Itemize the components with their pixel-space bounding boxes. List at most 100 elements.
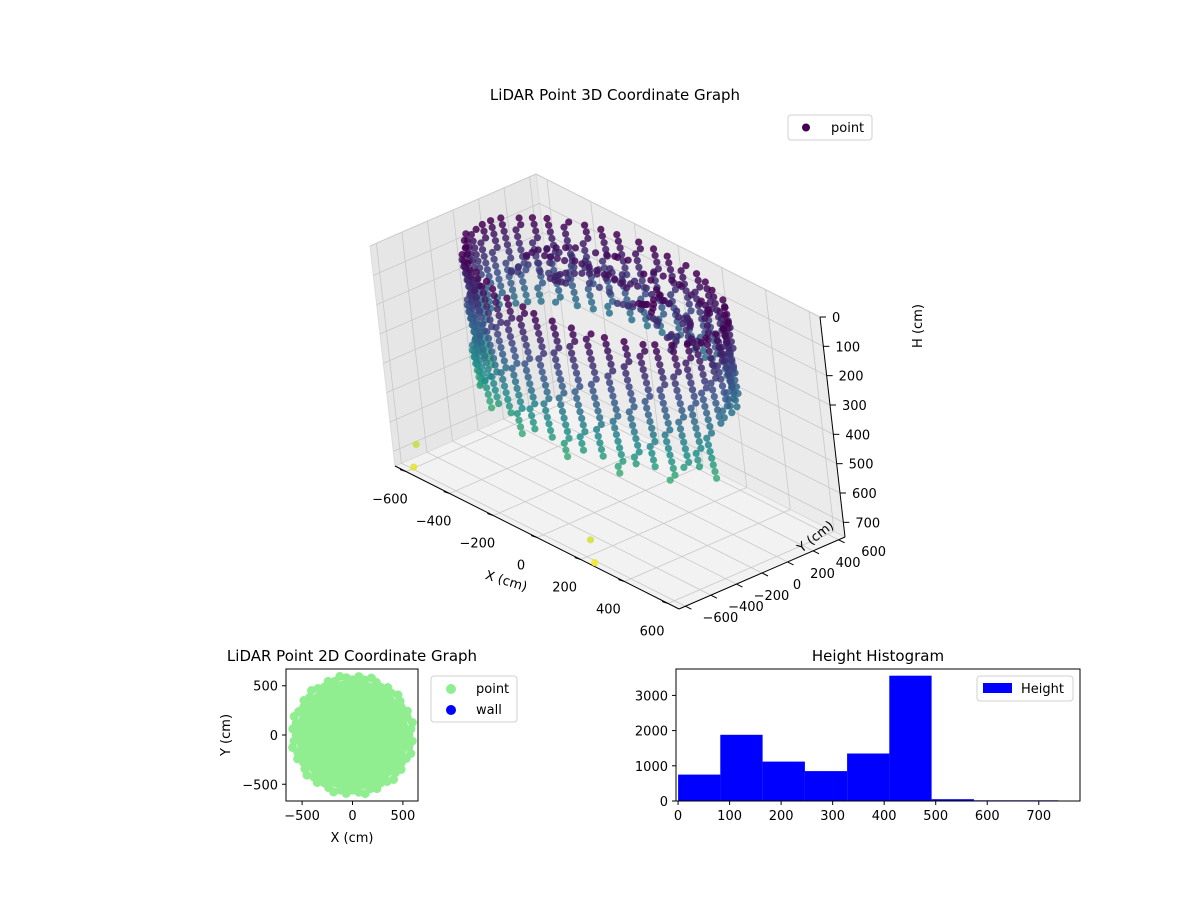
3d-point [597, 225, 605, 233]
3d-point [607, 360, 615, 368]
3d-point [493, 268, 501, 277]
3d-point [664, 444, 673, 452]
3d-point [542, 406, 550, 415]
chart-histogram-legend-box [976, 675, 1074, 702]
3d-grid-line [503, 418, 788, 563]
3d-point [642, 379, 651, 387]
3d-point [597, 445, 606, 454]
3d-point [472, 251, 480, 259]
3d-point [530, 309, 538, 318]
3d-point [712, 330, 720, 338]
3d-x-tick-label: 400 [596, 603, 621, 618]
3d-point [584, 234, 592, 243]
3d-point [543, 245, 551, 253]
3d-z-tick-label: 200 [839, 370, 864, 385]
3d-x-tick [443, 491, 450, 494]
3d-point [513, 410, 521, 418]
3d-point [604, 372, 612, 380]
3d-point [535, 291, 544, 299]
3d-point [683, 452, 691, 460]
3d-point [671, 286, 680, 294]
3d-point [560, 223, 568, 231]
3d-point [652, 347, 661, 355]
3d-point [541, 252, 549, 260]
3d-point [591, 394, 599, 402]
histogram-x-tick-label: 600 [975, 809, 1000, 824]
3d-y-tick-label: 200 [810, 567, 835, 582]
3d-point [666, 266, 675, 274]
3d-point [647, 276, 655, 284]
3d-point [474, 275, 482, 283]
3d-point [717, 350, 725, 358]
2d-point [299, 696, 309, 705]
3d-point [516, 398, 525, 406]
3d-point [477, 313, 485, 321]
3d-point [467, 273, 475, 281]
3d-point [644, 386, 652, 394]
3d-point [709, 461, 717, 469]
3d-point [489, 285, 497, 293]
3d-point [658, 328, 666, 337]
3d-point [536, 336, 545, 344]
3d-point [641, 372, 649, 380]
2d-point [406, 749, 416, 758]
3d-point [666, 476, 674, 484]
3d-point [504, 395, 512, 403]
3d-point [694, 431, 702, 439]
3d-point [648, 290, 656, 299]
3d-point-cloud [410, 214, 742, 567]
3d-point [668, 341, 676, 349]
3d-point [593, 425, 601, 434]
3d-point [709, 386, 717, 394]
3d-point [646, 417, 654, 426]
3d-point [531, 400, 539, 408]
3d-point [490, 292, 498, 300]
chart-histogram-legend-label: Height [1021, 682, 1064, 697]
3d-point [669, 348, 678, 356]
3d-point [692, 449, 700, 457]
3d-point [517, 321, 526, 329]
histogram-y-tick-label: 3000 [635, 689, 668, 704]
3d-point [587, 355, 595, 363]
3d-point [726, 351, 734, 359]
3d-point [682, 262, 690, 270]
histogram-y-tick-label: 2000 [635, 725, 668, 740]
3d-point [558, 382, 566, 390]
3d-point [614, 412, 622, 420]
3d-point [649, 456, 658, 464]
3d-point [502, 389, 510, 397]
3d-point [604, 347, 612, 355]
3d-point [535, 259, 543, 267]
3d-point [712, 399, 720, 407]
3d-point [565, 434, 573, 442]
3d-point [707, 354, 715, 362]
3d-point [602, 340, 610, 348]
3d-point [634, 441, 642, 449]
3d-point [585, 279, 594, 287]
3d-point [635, 299, 643, 308]
3d-point [688, 386, 697, 394]
3d-point [640, 270, 648, 278]
3d-point [635, 263, 643, 271]
3d-point [656, 386, 664, 394]
2d-point [365, 784, 375, 794]
chart-3d-legend: point [787, 114, 873, 141]
2d-x-tick-label: 500 [390, 809, 415, 824]
3d-point [477, 239, 485, 247]
3d-point [534, 246, 542, 254]
3d-point [701, 278, 709, 286]
3d-point [725, 344, 733, 352]
3d-point [641, 397, 649, 406]
3d-point [530, 220, 538, 228]
3d-point [511, 378, 520, 386]
3d-point [505, 402, 513, 410]
chart-3d-title: LiDAR Point 3D Coordinate Graph [490, 86, 740, 104]
3d-point [514, 263, 522, 271]
3d-point [600, 264, 608, 272]
3d-point [701, 402, 709, 410]
3d-point [696, 283, 704, 291]
3d-point [466, 266, 474, 274]
3d-point [602, 245, 610, 253]
3d-point [484, 365, 492, 373]
3d-point [728, 383, 736, 392]
